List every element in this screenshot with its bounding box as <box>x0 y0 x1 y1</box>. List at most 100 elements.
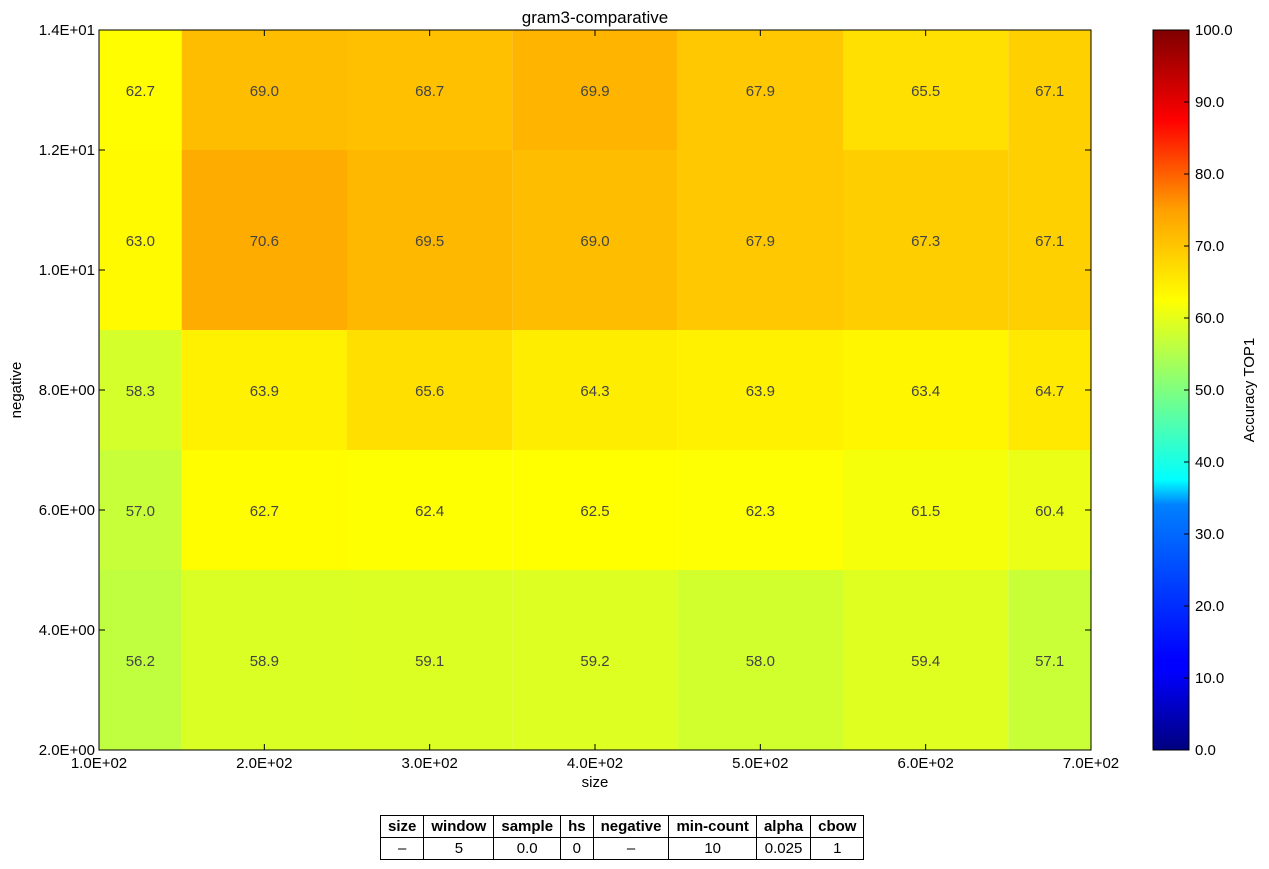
x-tick-label: 5.0E+02 <box>732 755 788 772</box>
param-header: size <box>379 815 425 838</box>
heatmap-cell <box>1008 570 1091 750</box>
param-header: cbow <box>810 815 865 838</box>
heatmap-cell <box>677 570 843 750</box>
heatmap-cell <box>181 570 347 750</box>
cell-value-label: 59.4 <box>911 653 940 670</box>
param-value: 1 <box>810 837 865 860</box>
heatmap-cell <box>677 150 843 330</box>
heatmap-cell <box>1008 330 1091 450</box>
heatmap-cell <box>843 570 1009 750</box>
y-tick-label: 1.2E+01 <box>39 142 95 159</box>
colorbar <box>1152 29 1190 751</box>
cell-value-label: 67.9 <box>746 233 775 250</box>
cell-value-label: 59.1 <box>415 653 444 670</box>
heatmap-chart: gram3-comparative 62.7 69.0 68.7 69.9 67.9 65… <box>8 8 1258 791</box>
cell-value-label: 58.3 <box>126 383 155 400</box>
heatmap-cell <box>347 570 513 750</box>
parameters-header-row: size window sample hs negative min-count… <box>379 815 865 838</box>
heatmap-cell <box>347 30 513 150</box>
cell-value-label: 58.9 <box>250 653 279 670</box>
colorbar-tick-label: 100.0 <box>1195 22 1233 39</box>
heatmap-cell <box>677 30 843 150</box>
colorbar-tick-label: 10.0 <box>1195 670 1224 687</box>
param-value: – <box>592 837 670 860</box>
colorbar-tick-label: 60.0 <box>1195 310 1224 327</box>
param-header: window <box>423 815 495 838</box>
heatmap-cells <box>99 30 1091 750</box>
y-tick-label: 8.0E+00 <box>39 382 95 399</box>
cell-value-label: 69.5 <box>415 233 444 250</box>
cell-value-label: 63.9 <box>250 383 279 400</box>
cell-value-label: 67.9 <box>746 83 775 100</box>
y-axis-ticks: 2.0E+00 4.0E+00 6.0E+00 8.0E+00 1.0E+01 1.2E+… <box>39 22 1091 759</box>
heatmap-cell <box>677 450 843 570</box>
param-value: 10 <box>668 837 757 860</box>
cell-value-label: 69.0 <box>250 83 279 100</box>
heatmap-cell <box>99 570 182 750</box>
param-header: hs <box>560 815 594 838</box>
heatmap-cell <box>843 450 1009 570</box>
colorbar-tick-label: 80.0 <box>1195 166 1224 183</box>
heatmap-cell <box>512 30 678 150</box>
heatmap-cell <box>677 330 843 450</box>
param-value: 0 <box>560 837 594 860</box>
cell-value-label: 64.7 <box>1035 383 1064 400</box>
heatmap-cell <box>99 150 182 330</box>
param-header: negative <box>592 815 670 838</box>
y-tick-label: 2.0E+00 <box>39 742 95 759</box>
x-tick-label: 6.0E+02 <box>898 755 954 772</box>
cell-value-label: 68.7 <box>415 83 444 100</box>
x-tick-label: 3.0E+02 <box>402 755 458 772</box>
heatmap-cell <box>1008 450 1091 570</box>
cell-value-label: 62.5 <box>580 503 609 520</box>
cell-value-label: 67.1 <box>1035 83 1064 100</box>
colorbar-tick-label: 50.0 <box>1195 382 1224 399</box>
cell-value-label: 56.2 <box>126 653 155 670</box>
heatmap-cell <box>181 30 347 150</box>
heatmap-cell <box>99 30 182 150</box>
cell-value-label: 70.6 <box>250 233 279 250</box>
cell-value-label: 63.9 <box>746 383 775 400</box>
heatmap-cell <box>512 330 678 450</box>
y-tick-label: 6.0E+00 <box>39 502 95 519</box>
cell-value-label: 59.2 <box>580 653 609 670</box>
param-value: 0.025 <box>755 837 812 860</box>
heatmap-cell <box>347 330 513 450</box>
x-tick-label: 4.0E+02 <box>567 755 623 772</box>
cell-value-label: 62.4 <box>415 503 444 520</box>
heatmap-cell <box>99 450 182 570</box>
cell-value-label: 61.5 <box>911 503 940 520</box>
cell-value-label: 63.4 <box>911 383 940 400</box>
heatmap-cell <box>347 450 513 570</box>
cell-value-label: 63.0 <box>126 233 155 250</box>
cell-value-label: 69.0 <box>580 233 609 250</box>
param-header: sample <box>493 815 562 838</box>
cell-value-label: 57.1 <box>1035 653 1064 670</box>
cell-value-label: 69.9 <box>580 83 609 100</box>
colorbar-tick-label: 30.0 <box>1195 526 1224 543</box>
cell-value-label: 62.7 <box>250 503 279 520</box>
heatmap-cell <box>843 30 1009 150</box>
heatmap-cell <box>181 330 347 450</box>
colorbar-ticks: 0.0 10.0 20.0 30.0 40.0 50.0 60.0 70.0 80.0 90.0 1… <box>1184 22 1233 759</box>
chart-title: gram3-comparative <box>522 8 668 27</box>
heatmap-cell <box>843 150 1009 330</box>
heatmap-cell <box>512 150 678 330</box>
cell-value-label: 65.6 <box>415 383 444 400</box>
x-axis-label: size <box>582 774 609 791</box>
heatmap-cell <box>512 570 678 750</box>
cell-value-label: 65.5 <box>911 83 940 100</box>
cell-value-label: 60.4 <box>1035 503 1064 520</box>
y-tick-label: 1.4E+01 <box>39 22 95 39</box>
param-value: 5 <box>423 837 495 860</box>
x-tick-label: 1.0E+02 <box>71 755 127 772</box>
param-header: alpha <box>755 815 812 838</box>
param-header: min-count <box>668 815 757 838</box>
colorbar-tick-label: 70.0 <box>1195 238 1224 255</box>
cell-value-label: 58.0 <box>746 653 775 670</box>
param-value: – <box>379 837 425 860</box>
colorbar-tick-label: 40.0 <box>1195 454 1224 471</box>
colorbar-label: Accuracy TOP1 <box>1241 338 1258 443</box>
heatmap-cell <box>181 450 347 570</box>
heatmap-cell <box>843 330 1009 450</box>
